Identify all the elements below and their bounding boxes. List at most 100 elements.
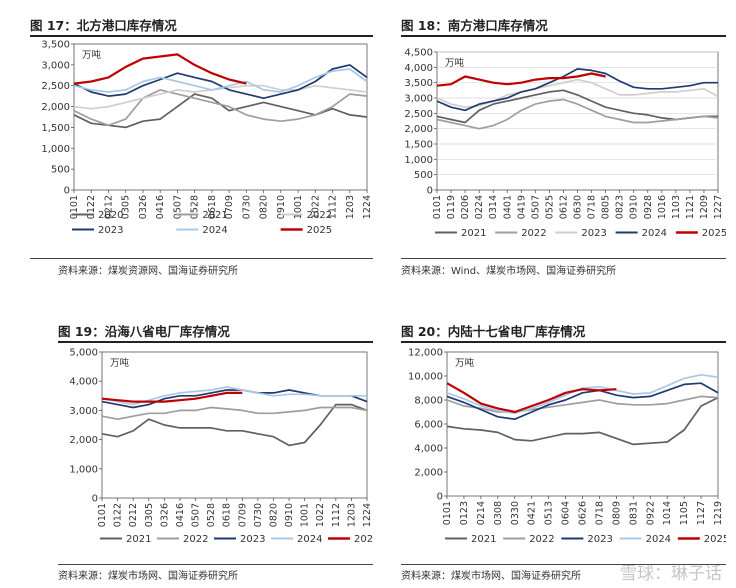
x-tick-label: 0910	[629, 195, 640, 219]
x-tick-label: 0910	[284, 503, 295, 527]
y-tick-label: 500	[51, 165, 70, 176]
legend-label: 2022	[183, 534, 208, 545]
x-tick-label: 0730	[241, 195, 252, 219]
x-tick-label: 0823	[615, 195, 626, 219]
x-tick-label: 0507	[172, 195, 183, 219]
y-tick-label: 4,000	[404, 63, 433, 74]
x-tick-label: 1022	[315, 503, 326, 527]
chart-fig20: 0 2,000 4,000 6,000 8,000 10,000 12,000 万吨 0101 0…	[408, 348, 726, 546]
x-tick-label: 0709	[224, 195, 235, 219]
source-rule	[58, 564, 373, 565]
source-rule	[401, 258, 726, 259]
x-tick-label: 1209	[699, 195, 710, 219]
y-tick-label: 3,000	[69, 406, 98, 417]
y-tick-label: 2,000	[69, 435, 98, 446]
x-tick-label: 0809	[611, 501, 622, 525]
source-note: 资料来源：Wind、煤炭市场网、国海证券研究所	[401, 266, 617, 277]
x-tick-label: 0820	[259, 195, 270, 219]
series-line-2025	[73, 53, 247, 85]
x-tick-label: 0326	[138, 195, 149, 219]
y-tick-label: 1,000	[41, 144, 70, 155]
x-tick-label: 0122	[86, 195, 97, 219]
x-tick-label: 0101	[97, 503, 108, 527]
x-tick-label: 0805	[601, 195, 612, 219]
y-tick-label: 2,500	[41, 81, 70, 92]
series-line-2025	[436, 72, 606, 87]
legend-label: 2021	[461, 228, 486, 239]
x-tick-label: 0305	[144, 503, 155, 527]
series-line-2022	[446, 395, 719, 413]
x-tick-label: 1127	[696, 501, 707, 525]
x-tick-label: 1224	[362, 195, 373, 219]
x-tick-label: 0401	[502, 195, 513, 219]
series-line-2021	[436, 89, 718, 124]
y-tick-label: 1,500	[404, 140, 433, 151]
x-tick-label: 0119	[446, 195, 457, 219]
x-tick-label: 0101	[442, 501, 453, 525]
y-tick-label: 4,000	[69, 377, 98, 388]
series-line-2021	[446, 396, 719, 446]
title-rule	[401, 341, 726, 343]
y-tick-label: 4,000	[414, 444, 443, 455]
y-tick-label: 0	[64, 186, 70, 197]
x-tick-label: 0314	[488, 195, 499, 219]
y-tick-label: 0	[437, 492, 443, 503]
series-line-2023	[436, 78, 719, 109]
x-tick-label: 0212	[103, 195, 114, 219]
panel-title: 图 17：北方港口库存情况	[30, 18, 177, 33]
x-tick-label: 0528	[190, 195, 201, 219]
x-tick-label: 1014	[662, 501, 673, 525]
x-tick-label: 0922	[645, 501, 656, 525]
y-tick-label: 2,000	[414, 468, 443, 479]
y-tick-label: 1,000	[69, 464, 98, 475]
x-tick-label: 0528	[206, 503, 217, 527]
series-line-2021	[101, 403, 368, 447]
y-tick-label: 12,000	[408, 348, 443, 359]
x-tick-label: 0122	[113, 503, 124, 527]
x-tick-label: 0326	[159, 503, 170, 527]
x-tick-label: 0820	[268, 503, 279, 527]
x-tick-label: 1016	[657, 195, 668, 219]
y-tick-label: 3,500	[41, 40, 70, 51]
x-tick-label: 1224	[362, 503, 373, 527]
x-tick-label: 0416	[155, 195, 166, 219]
series-line-2025	[101, 391, 243, 403]
legend-label: 2023	[98, 225, 123, 236]
x-tick-label: 1219	[713, 501, 724, 525]
x-tick-label: 1227	[713, 195, 724, 219]
x-tick-label: 0618	[207, 195, 218, 219]
x-tick-label: 0709	[237, 503, 248, 527]
series-line-2024	[436, 68, 718, 112]
source-rule	[401, 564, 726, 565]
legend-label: 2024	[642, 228, 667, 239]
series-line-2022	[101, 406, 368, 421]
x-tick-label: 0730	[253, 503, 264, 527]
x-tick-label: 1103	[671, 195, 682, 219]
x-tick-label: 0507	[530, 195, 541, 219]
y-tick-label: 2,500	[404, 109, 433, 120]
legend-label: 2025	[307, 225, 332, 236]
series-line-2024	[446, 373, 719, 415]
y-tick-label: 4,500	[404, 48, 433, 59]
legend-label: 2024	[646, 534, 671, 545]
x-tick-label: 0525	[544, 195, 555, 219]
panel-title: 图 20：内陆十七省电厂库存情况	[401, 324, 586, 339]
x-tick-label: 0206	[460, 195, 471, 219]
x-tick-label: 1112	[328, 195, 339, 219]
y-tick-label: 6,000	[414, 420, 443, 431]
y-tick-label: 2,000	[404, 124, 433, 135]
unit-label: 万吨	[82, 49, 102, 61]
x-tick-label: 1022	[310, 195, 321, 219]
x-tick-label: 1203	[346, 503, 357, 527]
series-line-2023	[446, 382, 719, 421]
x-tick-label: 0419	[516, 195, 527, 219]
x-tick-label: 0330	[510, 501, 521, 525]
y-tick-label: 8,000	[414, 396, 443, 407]
legend-label: 2021	[202, 210, 227, 221]
x-tick-label: 0910	[276, 195, 287, 219]
panel-title: 图 19：沿海八省电厂库存情况	[58, 324, 230, 339]
x-tick-label: 0831	[628, 501, 639, 525]
x-tick-label: 0604	[561, 501, 572, 525]
x-tick-label: 0308	[493, 501, 504, 525]
x-tick-label: 0101	[432, 195, 443, 219]
